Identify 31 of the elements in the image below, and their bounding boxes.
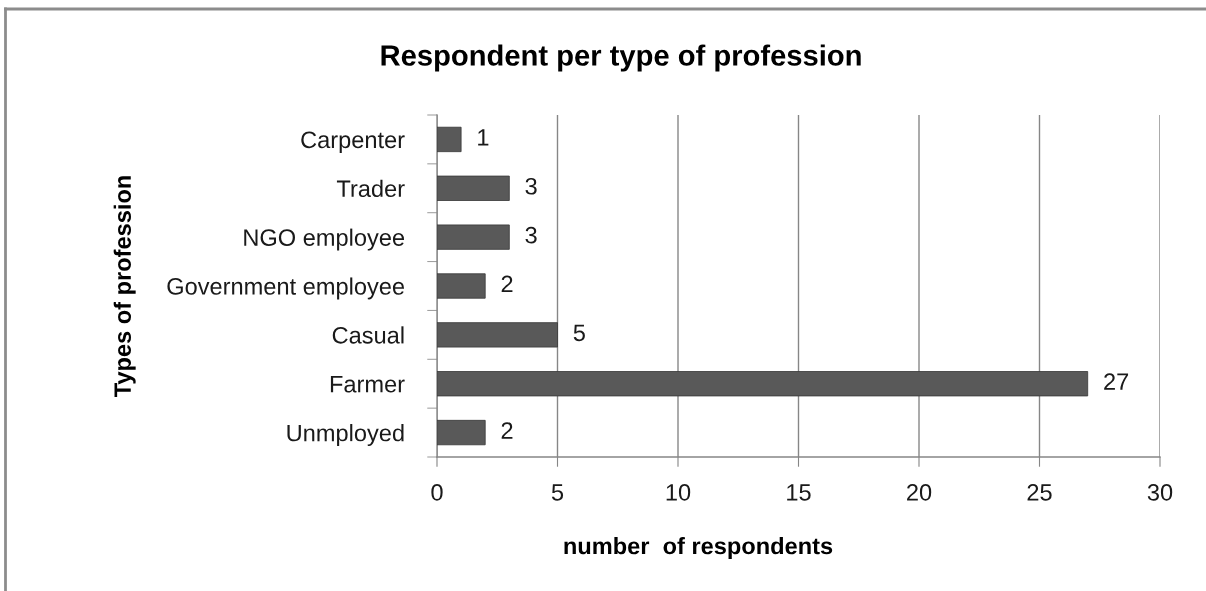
y-tick-label: Carpenter	[301, 131, 405, 153]
bar	[437, 371, 1089, 397]
data-label: 2	[501, 422, 513, 439]
x-tick-label: 25	[1027, 484, 1052, 501]
data-label: 27	[1104, 373, 1129, 390]
y-tick-label: Unmployed	[287, 424, 404, 447]
y-tick-label: Casual	[332, 326, 404, 344]
y-tick-label: Trader	[336, 179, 405, 198]
x-tick-label: 30	[1147, 484, 1173, 501]
chart-title: Respondent per type of profession	[381, 44, 861, 72]
data-label: 1	[478, 129, 489, 146]
y-axis-title: Types of profession	[113, 176, 136, 398]
x-tick-label: 10	[666, 484, 691, 501]
x-tick-label: 20	[907, 484, 932, 501]
data-label: 2	[501, 275, 513, 293]
data-label: 3	[525, 226, 537, 244]
bar	[437, 224, 510, 250]
x-tick-label: 0	[431, 484, 443, 501]
y-tick-label: NGO employee	[244, 228, 405, 251]
bar	[437, 322, 558, 348]
bar	[437, 175, 510, 201]
bar	[437, 273, 486, 299]
x-axis-title: number of respondents	[564, 536, 833, 560]
bar	[437, 126, 462, 153]
data-label: 5	[573, 324, 585, 342]
bar	[437, 419, 486, 446]
y-tick-label: Government employee	[167, 277, 405, 300]
x-tick-label: 5	[551, 484, 564, 501]
y-tick-label: Farmer	[330, 376, 405, 393]
data-label: 3	[525, 177, 537, 195]
x-tick-label: 15	[787, 484, 811, 501]
